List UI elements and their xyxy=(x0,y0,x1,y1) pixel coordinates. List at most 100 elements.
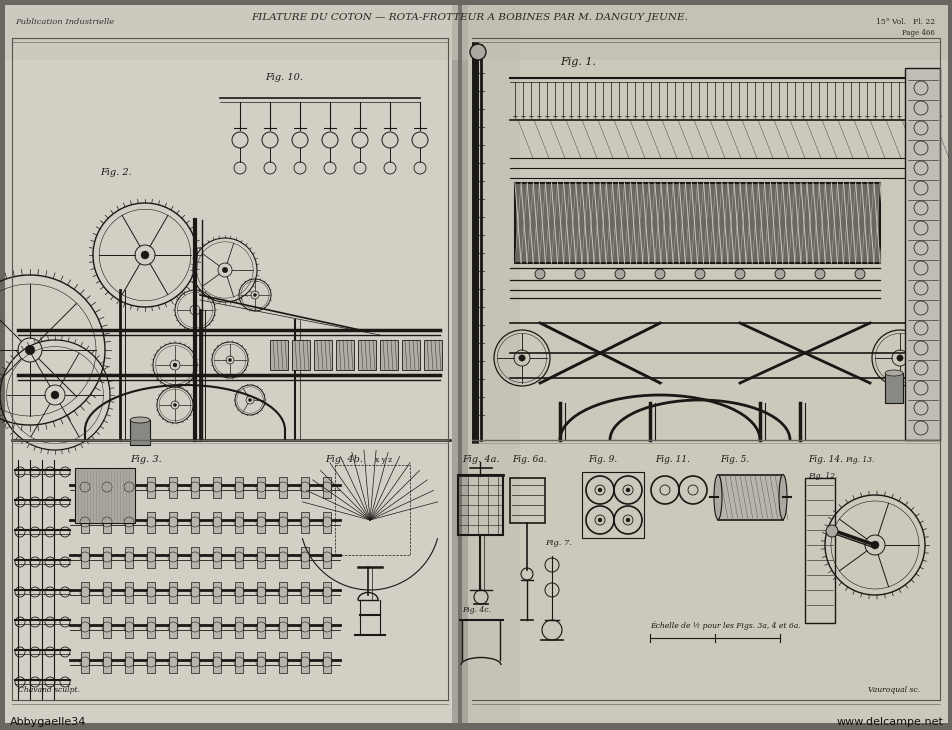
Ellipse shape xyxy=(129,417,149,423)
Bar xyxy=(125,652,133,673)
Bar xyxy=(291,340,309,370)
Bar xyxy=(301,512,308,533)
Bar xyxy=(125,512,133,533)
Circle shape xyxy=(469,44,486,60)
Bar xyxy=(235,512,243,533)
Bar xyxy=(169,582,177,603)
Bar xyxy=(235,582,243,603)
Text: Publication Industrielle: Publication Industrielle xyxy=(15,18,114,26)
Bar xyxy=(269,340,288,370)
Bar xyxy=(147,477,155,498)
Bar xyxy=(335,465,409,555)
Bar xyxy=(169,617,177,638)
Bar xyxy=(147,652,155,673)
Bar xyxy=(279,512,287,533)
Bar xyxy=(213,512,221,533)
Bar xyxy=(257,477,265,498)
Circle shape xyxy=(870,541,878,549)
Bar xyxy=(804,478,834,623)
Bar xyxy=(235,617,243,638)
Text: 15° Vol.   Pl. 22: 15° Vol. Pl. 22 xyxy=(875,18,934,26)
Bar xyxy=(213,652,221,673)
Text: Fig. 5.: Fig. 5. xyxy=(720,455,748,464)
Bar xyxy=(514,183,879,263)
Circle shape xyxy=(534,269,545,279)
Circle shape xyxy=(825,525,837,537)
Text: Page 466: Page 466 xyxy=(902,29,934,37)
Bar xyxy=(301,617,308,638)
Text: Fig. 11.: Fig. 11. xyxy=(654,455,689,464)
Bar xyxy=(213,582,221,603)
Bar xyxy=(323,617,330,638)
Circle shape xyxy=(896,355,902,361)
Bar xyxy=(301,652,308,673)
Bar xyxy=(509,478,545,523)
Bar xyxy=(301,547,308,568)
Circle shape xyxy=(25,345,35,355)
Bar xyxy=(279,477,287,498)
Bar xyxy=(235,547,243,568)
Circle shape xyxy=(574,269,585,279)
Text: Fig. 14.: Fig. 14. xyxy=(807,455,843,464)
Circle shape xyxy=(518,355,525,361)
Bar xyxy=(582,472,644,538)
Bar xyxy=(169,477,177,498)
Bar xyxy=(904,68,939,440)
Text: Fig. 4a.: Fig. 4a. xyxy=(462,455,499,464)
Circle shape xyxy=(173,363,177,367)
Circle shape xyxy=(597,488,602,492)
Circle shape xyxy=(228,358,231,361)
Bar xyxy=(129,420,149,445)
Text: FILATURE DU COTON — ROTA-FROTTEUR A BOBINES PAR M. DANGUY JEUNE.: FILATURE DU COTON — ROTA-FROTTEUR A BOBI… xyxy=(251,13,687,23)
Bar xyxy=(103,512,110,533)
Circle shape xyxy=(774,269,784,279)
Bar xyxy=(125,582,133,603)
Bar xyxy=(257,547,265,568)
Bar xyxy=(5,5,460,60)
Circle shape xyxy=(597,518,602,522)
Ellipse shape xyxy=(713,474,722,520)
Text: Fig. 13.: Fig. 13. xyxy=(844,456,874,464)
Bar xyxy=(190,652,199,673)
Text: Fig. 4c.: Fig. 4c. xyxy=(462,606,490,614)
Text: Fig. 6a.: Fig. 6a. xyxy=(511,455,546,464)
Bar xyxy=(279,547,287,568)
Bar xyxy=(358,340,376,370)
Bar xyxy=(103,617,110,638)
Bar xyxy=(169,547,177,568)
Bar xyxy=(279,582,287,603)
Bar xyxy=(323,547,330,568)
Bar xyxy=(147,512,155,533)
Bar xyxy=(451,5,467,723)
Bar xyxy=(5,5,460,723)
Ellipse shape xyxy=(778,474,786,520)
Bar xyxy=(81,512,89,533)
Bar xyxy=(257,512,265,533)
Bar xyxy=(301,582,308,603)
Text: Fig. 7.: Fig. 7. xyxy=(545,539,571,547)
Bar xyxy=(81,477,89,498)
Ellipse shape xyxy=(884,370,902,376)
Bar xyxy=(190,512,199,533)
Bar xyxy=(235,477,243,498)
Bar xyxy=(81,617,89,638)
Bar xyxy=(257,617,265,638)
Bar xyxy=(125,617,133,638)
Circle shape xyxy=(614,269,625,279)
Circle shape xyxy=(654,269,664,279)
Text: Abbygaelle34: Abbygaelle34 xyxy=(10,717,87,727)
Circle shape xyxy=(173,404,176,407)
Bar xyxy=(313,340,331,370)
Bar xyxy=(103,477,110,498)
Circle shape xyxy=(141,251,149,259)
Text: Fig. 4b.: Fig. 4b. xyxy=(325,455,363,464)
Bar xyxy=(336,340,353,370)
Circle shape xyxy=(625,518,629,522)
Bar xyxy=(717,475,783,520)
Bar xyxy=(169,652,177,673)
Bar xyxy=(125,477,133,498)
Text: www.delcampe.net: www.delcampe.net xyxy=(835,717,942,727)
Circle shape xyxy=(248,399,251,402)
Bar xyxy=(147,617,155,638)
Bar xyxy=(103,652,110,673)
